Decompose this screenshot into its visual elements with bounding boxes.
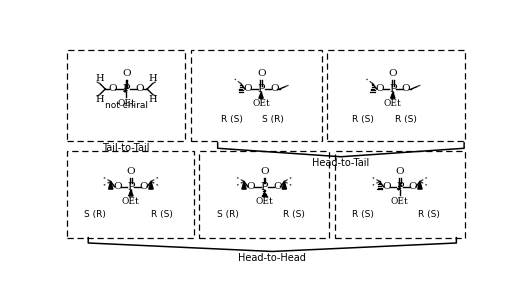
Text: P: P xyxy=(127,182,135,192)
Text: R (S): R (S) xyxy=(283,210,305,219)
Text: R (S): R (S) xyxy=(395,115,417,124)
Text: P: P xyxy=(389,84,397,94)
Text: R (S): R (S) xyxy=(353,115,374,124)
Text: P: P xyxy=(396,182,404,192)
Polygon shape xyxy=(418,181,422,189)
Text: H: H xyxy=(96,95,104,104)
Text: H: H xyxy=(148,74,157,83)
Text: O: O xyxy=(136,84,145,94)
Polygon shape xyxy=(149,181,153,189)
Text: O: O xyxy=(246,182,255,191)
Bar xyxy=(191,50,321,141)
Bar xyxy=(335,151,465,238)
Text: O: O xyxy=(260,167,269,176)
Text: R (S): R (S) xyxy=(220,115,242,124)
Polygon shape xyxy=(391,92,395,98)
Polygon shape xyxy=(282,181,287,189)
Text: O: O xyxy=(401,84,410,94)
Text: OEt: OEt xyxy=(255,197,273,206)
Text: Head-to-Head: Head-to-Head xyxy=(238,253,306,263)
Bar xyxy=(67,151,193,238)
Polygon shape xyxy=(242,181,246,189)
Text: P: P xyxy=(123,84,130,94)
Text: O: O xyxy=(257,69,266,78)
Text: R (S): R (S) xyxy=(418,210,440,219)
Text: P: P xyxy=(261,182,268,192)
Text: O: O xyxy=(127,167,136,176)
Text: O: O xyxy=(389,69,397,78)
Text: Head-to-Tail: Head-to-Tail xyxy=(313,158,370,168)
Bar xyxy=(67,50,185,141)
Text: O: O xyxy=(396,167,405,176)
Text: O: O xyxy=(273,182,282,191)
Text: P: P xyxy=(257,84,265,94)
Text: O: O xyxy=(375,84,384,94)
Text: S (R): S (R) xyxy=(262,115,283,124)
Text: Tail-to-Tail: Tail-to-Tail xyxy=(102,143,150,153)
Text: OEt: OEt xyxy=(122,197,140,206)
Text: O: O xyxy=(108,84,116,94)
Text: R (S): R (S) xyxy=(353,210,374,219)
Text: O: O xyxy=(113,182,122,191)
Text: H: H xyxy=(148,95,157,104)
Text: O: O xyxy=(140,182,148,191)
Polygon shape xyxy=(109,181,113,189)
Text: S (R): S (R) xyxy=(84,210,106,219)
Text: O: O xyxy=(409,182,417,191)
Text: R (S): R (S) xyxy=(151,210,173,219)
Text: OEt: OEt xyxy=(252,99,270,108)
Polygon shape xyxy=(129,190,133,196)
Bar xyxy=(199,151,329,238)
Text: O: O xyxy=(270,84,279,94)
Polygon shape xyxy=(259,92,263,98)
Text: OEt: OEt xyxy=(118,99,135,108)
Text: S (R): S (R) xyxy=(217,210,239,219)
Text: OEt: OEt xyxy=(384,99,402,108)
Text: O: O xyxy=(382,182,391,191)
Text: O: O xyxy=(122,69,131,78)
Text: H: H xyxy=(96,74,104,83)
Text: not chiral: not chiral xyxy=(105,101,148,110)
Bar xyxy=(327,50,465,141)
Text: O: O xyxy=(243,84,252,94)
Text: OEt: OEt xyxy=(391,197,409,206)
